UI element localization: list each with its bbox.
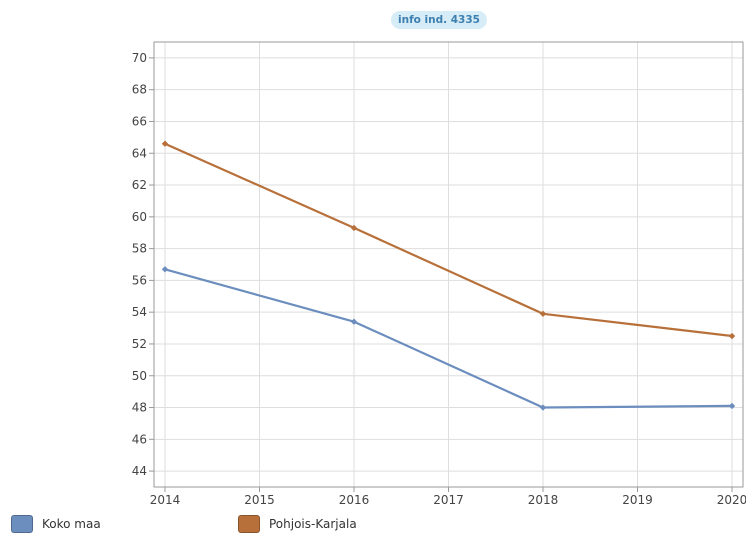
- info-badge[interactable]: info ind. 4335: [391, 11, 487, 29]
- y-tick-label: 62: [132, 178, 147, 192]
- y-tick-label: 52: [132, 337, 147, 351]
- x-tick-label: 2015: [244, 493, 275, 507]
- y-tick-label: 60: [132, 210, 147, 224]
- legend-label-pohjois-karjala: Pohjois-Karjala: [269, 517, 357, 531]
- x-axis-ticks: 2014 2015 2016 2017 2018 2019 2020: [150, 487, 746, 507]
- x-tick-label: 2018: [528, 493, 559, 507]
- data-point-pohjois-karjala: [161, 140, 169, 147]
- data-point-koko-maa: [350, 318, 358, 325]
- data-point-koko-maa: [161, 266, 169, 273]
- series-line-koko-maa: [164, 268, 733, 409]
- legend-swatch-koko-maa: [11, 515, 33, 533]
- x-tick-label: 2020: [717, 493, 746, 507]
- y-tick-label: 70: [132, 51, 147, 65]
- legend: Koko maa Pohjois-Karjala: [0, 515, 746, 533]
- legend-item-pohjois-karjala[interactable]: Pohjois-Karjala: [238, 515, 357, 533]
- y-tick-label: 48: [132, 401, 147, 415]
- data-point-pohjois-karjala: [350, 224, 358, 232]
- grid-lines: [154, 42, 743, 487]
- y-tick-label: 58: [132, 242, 147, 256]
- series-lines: [161, 140, 736, 411]
- y-tick-label: 54: [132, 305, 147, 319]
- y-tick-label: 44: [132, 464, 147, 478]
- y-tick-label: 50: [132, 369, 147, 383]
- legend-label-koko-maa: Koko maa: [42, 517, 101, 531]
- series-line-pohjois-karjala: [164, 142, 733, 338]
- x-tick-label: 2016: [339, 493, 370, 507]
- data-point-koko-maa: [728, 402, 736, 410]
- legend-swatch-pohjois-karjala: [238, 515, 260, 533]
- y-tick-label: 46: [132, 432, 147, 446]
- x-tick-label: 2017: [433, 493, 464, 507]
- data-point-koko-maa: [539, 404, 547, 411]
- data-point-pohjois-karjala: [728, 332, 736, 340]
- y-tick-label: 64: [132, 146, 147, 160]
- data-point-pohjois-karjala: [539, 310, 547, 317]
- y-tick-label: 56: [132, 273, 147, 287]
- legend-item-koko-maa[interactable]: Koko maa: [11, 515, 101, 533]
- y-tick-label: 66: [132, 114, 147, 128]
- y-tick-label: 68: [132, 83, 147, 97]
- y-axis-ticks: 44 46 48 50 52 54 56 58 60 62 64 66 68 70: [132, 51, 154, 478]
- x-tick-label: 2019: [622, 493, 653, 507]
- x-tick-label: 2014: [150, 493, 181, 507]
